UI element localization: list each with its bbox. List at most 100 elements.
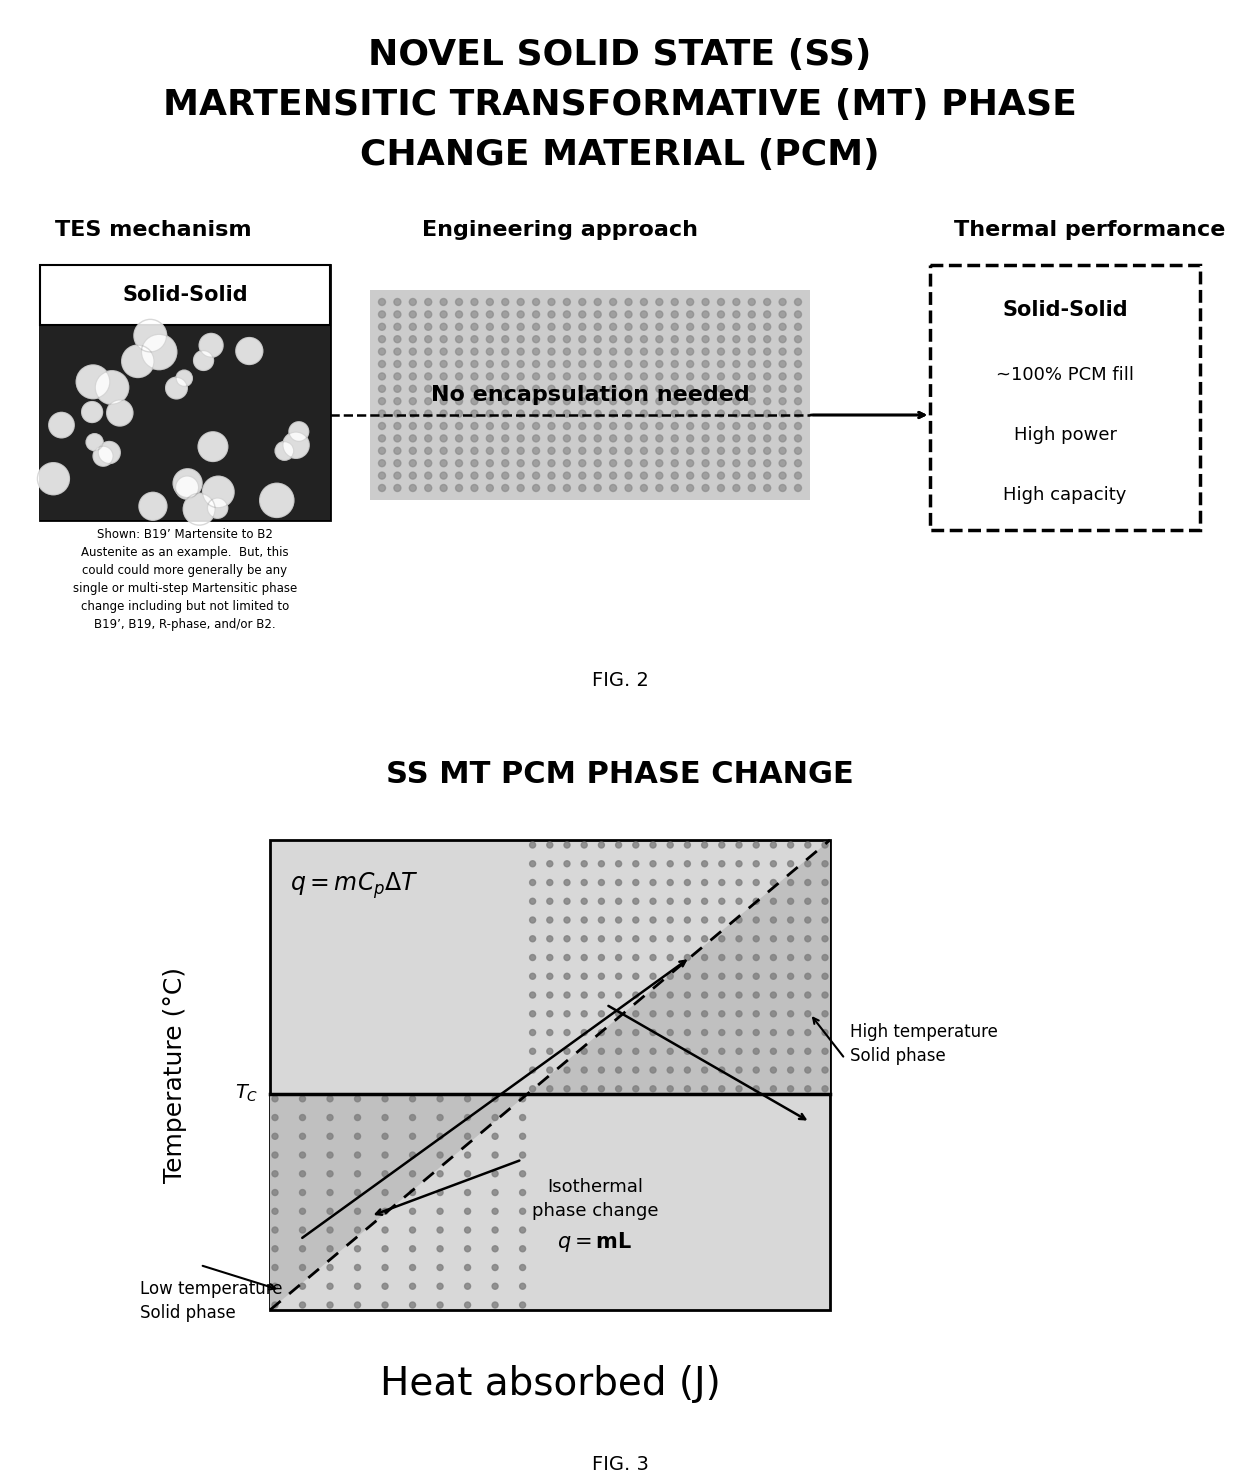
Circle shape xyxy=(409,472,417,479)
Circle shape xyxy=(764,323,771,330)
Circle shape xyxy=(529,1086,536,1092)
Circle shape xyxy=(687,398,693,404)
Circle shape xyxy=(687,298,693,305)
Circle shape xyxy=(805,974,811,979)
Circle shape xyxy=(718,435,724,442)
Circle shape xyxy=(436,1208,443,1214)
Circle shape xyxy=(610,298,616,305)
Circle shape xyxy=(787,842,794,848)
Circle shape xyxy=(718,447,724,454)
Circle shape xyxy=(455,435,463,442)
Circle shape xyxy=(440,348,448,355)
Circle shape xyxy=(517,385,525,392)
Circle shape xyxy=(718,484,724,491)
Circle shape xyxy=(770,861,776,867)
Circle shape xyxy=(563,435,570,442)
Circle shape xyxy=(702,842,708,848)
Circle shape xyxy=(599,879,604,885)
Circle shape xyxy=(625,435,632,442)
Circle shape xyxy=(548,422,556,429)
Circle shape xyxy=(594,472,601,479)
Circle shape xyxy=(272,1208,278,1214)
Circle shape xyxy=(787,974,794,979)
Circle shape xyxy=(236,338,263,364)
Circle shape xyxy=(748,348,755,355)
Circle shape xyxy=(594,348,601,355)
Circle shape xyxy=(625,373,632,381)
Circle shape xyxy=(753,1049,759,1055)
Circle shape xyxy=(770,935,776,941)
Circle shape xyxy=(737,917,742,923)
Circle shape xyxy=(382,1133,388,1139)
Circle shape xyxy=(272,1264,278,1270)
Circle shape xyxy=(650,898,656,904)
Text: Heat absorbed (J): Heat absorbed (J) xyxy=(379,1364,720,1403)
Circle shape xyxy=(582,1049,588,1055)
Circle shape xyxy=(805,1049,811,1055)
Circle shape xyxy=(548,460,556,466)
Circle shape xyxy=(547,879,553,885)
Circle shape xyxy=(440,336,448,342)
Circle shape xyxy=(355,1302,361,1308)
Circle shape xyxy=(625,348,632,355)
Circle shape xyxy=(259,484,294,518)
Text: High temperature
Solid phase: High temperature Solid phase xyxy=(849,1024,998,1065)
Circle shape xyxy=(805,1030,811,1035)
Text: No encapsulation needed: No encapsulation needed xyxy=(430,385,749,406)
Circle shape xyxy=(355,1152,361,1158)
Circle shape xyxy=(610,484,616,491)
Circle shape xyxy=(471,348,477,355)
Circle shape xyxy=(548,373,556,381)
Circle shape xyxy=(529,974,536,979)
Circle shape xyxy=(563,323,570,330)
Circle shape xyxy=(795,422,801,429)
Circle shape xyxy=(394,422,401,429)
Circle shape xyxy=(564,974,570,979)
Circle shape xyxy=(300,1152,305,1158)
Text: NOVEL SOLID STATE (SS): NOVEL SOLID STATE (SS) xyxy=(368,38,872,72)
Circle shape xyxy=(547,1049,553,1055)
Circle shape xyxy=(579,435,585,442)
Circle shape xyxy=(440,422,448,429)
Circle shape xyxy=(787,1030,794,1035)
Circle shape xyxy=(529,898,536,904)
Circle shape xyxy=(733,460,740,466)
Circle shape xyxy=(440,360,448,367)
Circle shape xyxy=(702,398,709,404)
Circle shape xyxy=(599,917,604,923)
Circle shape xyxy=(702,898,708,904)
Circle shape xyxy=(640,360,647,367)
Circle shape xyxy=(502,435,508,442)
Circle shape xyxy=(687,360,693,367)
Circle shape xyxy=(719,1066,725,1072)
Circle shape xyxy=(795,410,801,417)
Circle shape xyxy=(822,879,828,885)
Circle shape xyxy=(795,398,801,404)
Circle shape xyxy=(394,484,401,491)
Circle shape xyxy=(667,974,673,979)
Circle shape xyxy=(719,898,725,904)
Circle shape xyxy=(748,460,755,466)
Circle shape xyxy=(82,401,103,422)
Circle shape xyxy=(822,842,828,848)
Circle shape xyxy=(547,974,553,979)
Circle shape xyxy=(532,435,539,442)
Circle shape xyxy=(650,861,656,867)
Circle shape xyxy=(594,447,601,454)
Circle shape xyxy=(548,398,556,404)
Circle shape xyxy=(436,1096,443,1102)
Circle shape xyxy=(547,1030,553,1035)
Circle shape xyxy=(610,348,616,355)
Text: High power: High power xyxy=(1013,426,1116,444)
Circle shape xyxy=(37,463,69,494)
Circle shape xyxy=(684,1030,691,1035)
Circle shape xyxy=(764,422,771,429)
Circle shape xyxy=(502,311,508,319)
Circle shape xyxy=(563,484,570,491)
Circle shape xyxy=(579,484,585,491)
Circle shape xyxy=(486,460,494,466)
Circle shape xyxy=(625,298,632,305)
Circle shape xyxy=(486,298,494,305)
Circle shape xyxy=(563,348,570,355)
Circle shape xyxy=(702,484,709,491)
